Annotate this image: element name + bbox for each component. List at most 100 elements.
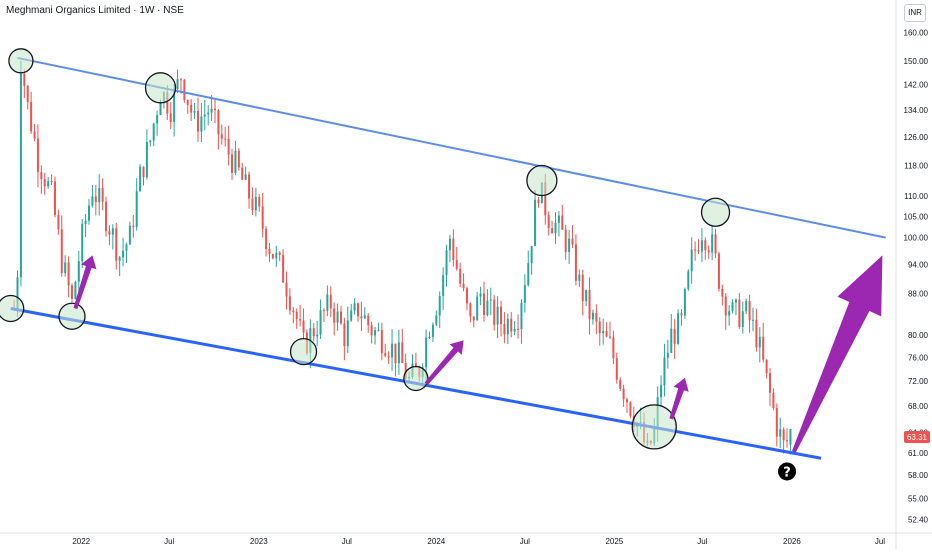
last-price-label: 63.31 bbox=[907, 433, 928, 442]
candle-body bbox=[428, 336, 431, 338]
candle-body bbox=[312, 328, 315, 337]
y-tick-label: 150.00 bbox=[904, 57, 929, 66]
x-tick-label: Jul bbox=[342, 537, 352, 546]
y-tick-label: 126.00 bbox=[904, 133, 929, 142]
candle-body bbox=[581, 274, 584, 302]
candle-body bbox=[288, 296, 291, 311]
candle-body bbox=[84, 220, 87, 224]
candle-body bbox=[346, 320, 349, 347]
candle-body bbox=[690, 249, 693, 272]
candle-body bbox=[40, 172, 43, 180]
candle-body bbox=[156, 115, 159, 124]
candle-body bbox=[118, 257, 121, 261]
candle-body bbox=[513, 328, 516, 332]
candle-body bbox=[67, 262, 70, 286]
candle-body bbox=[568, 238, 571, 253]
candle-body bbox=[333, 308, 336, 323]
candle-body bbox=[370, 325, 373, 336]
candle-body bbox=[448, 238, 451, 251]
candle-body bbox=[258, 196, 261, 207]
candle-body bbox=[479, 293, 482, 297]
candle-body bbox=[738, 299, 741, 328]
candle-body bbox=[534, 199, 537, 247]
candle-body bbox=[16, 277, 19, 309]
candle-body bbox=[520, 302, 523, 330]
candle-body bbox=[292, 310, 295, 312]
candle-body bbox=[765, 359, 768, 374]
candle-body bbox=[714, 234, 717, 254]
highlight-circle bbox=[631, 404, 677, 450]
candle-body bbox=[775, 408, 778, 437]
candle-body bbox=[660, 385, 663, 398]
y-tick-label: 118.00 bbox=[904, 161, 928, 170]
candle-body bbox=[367, 315, 370, 326]
candle-body bbox=[152, 123, 155, 141]
candle-body bbox=[503, 324, 506, 335]
candle-body bbox=[380, 330, 383, 354]
candle-body bbox=[782, 429, 785, 441]
x-tick-label: Jul bbox=[164, 537, 174, 546]
candle-body bbox=[278, 252, 281, 255]
chart-title: Meghmani Organics Limited · 1W · NSE bbox=[6, 5, 184, 16]
candle-body bbox=[523, 285, 526, 303]
candle-body bbox=[442, 275, 445, 297]
candle-body bbox=[547, 215, 550, 229]
candle-body bbox=[404, 362, 407, 379]
candle-body bbox=[125, 244, 128, 251]
candle-body bbox=[469, 303, 472, 317]
candle-body bbox=[414, 363, 417, 368]
candle-body bbox=[455, 259, 458, 269]
candle-body bbox=[231, 154, 234, 173]
candle-body bbox=[43, 179, 46, 187]
y-tick-label: 105.00 bbox=[904, 212, 929, 221]
candle-body bbox=[721, 288, 724, 297]
candle-body bbox=[159, 102, 162, 116]
candle-body bbox=[70, 285, 73, 299]
candle-body bbox=[571, 238, 574, 245]
direction-arrow bbox=[669, 377, 689, 420]
candle-body bbox=[724, 296, 727, 316]
candle-body bbox=[527, 263, 530, 286]
candle-body bbox=[517, 328, 520, 330]
candle-body bbox=[135, 191, 138, 228]
candle-body bbox=[438, 296, 441, 316]
candle-body bbox=[377, 330, 380, 332]
question-marker-glyph: ? bbox=[783, 465, 791, 480]
candle-body bbox=[537, 199, 540, 204]
candle-body bbox=[353, 303, 356, 311]
candle-body bbox=[663, 357, 666, 386]
candle-body bbox=[619, 379, 622, 389]
y-tick-label: 142.00 bbox=[904, 81, 929, 90]
candle-body bbox=[608, 336, 611, 338]
candle-body bbox=[57, 214, 60, 230]
candle-body bbox=[105, 201, 108, 232]
candle-body bbox=[357, 303, 360, 317]
candle-body bbox=[329, 294, 332, 309]
x-tick-label: 2022 bbox=[72, 537, 90, 546]
candle-body bbox=[203, 114, 206, 117]
candle-body bbox=[683, 289, 686, 316]
currency-button[interactable]: INR bbox=[904, 4, 926, 22]
candle-body bbox=[431, 324, 434, 337]
candle-body bbox=[139, 166, 142, 192]
candle-body bbox=[98, 187, 101, 203]
candle-body bbox=[530, 246, 533, 264]
candle-body bbox=[789, 428, 792, 445]
y-tick-label: 55.00 bbox=[908, 494, 929, 503]
candle-body bbox=[384, 353, 387, 356]
candle-body bbox=[687, 271, 690, 290]
y-tick-label: 160.00 bbox=[904, 29, 929, 38]
candle-body bbox=[115, 228, 118, 261]
candle-body bbox=[101, 187, 104, 202]
x-tick-label: Jul bbox=[875, 537, 885, 546]
candle-body bbox=[26, 85, 29, 102]
candle-body bbox=[602, 331, 605, 334]
candle-body bbox=[254, 196, 257, 211]
candle-body bbox=[694, 249, 697, 251]
candle-body bbox=[374, 330, 377, 336]
candle-body bbox=[673, 328, 676, 344]
candle-body bbox=[387, 355, 390, 358]
x-axis: 2022 Jul 2023 Jul 2024 Jul 2025 Jul 2026 Jul bbox=[72, 537, 885, 546]
